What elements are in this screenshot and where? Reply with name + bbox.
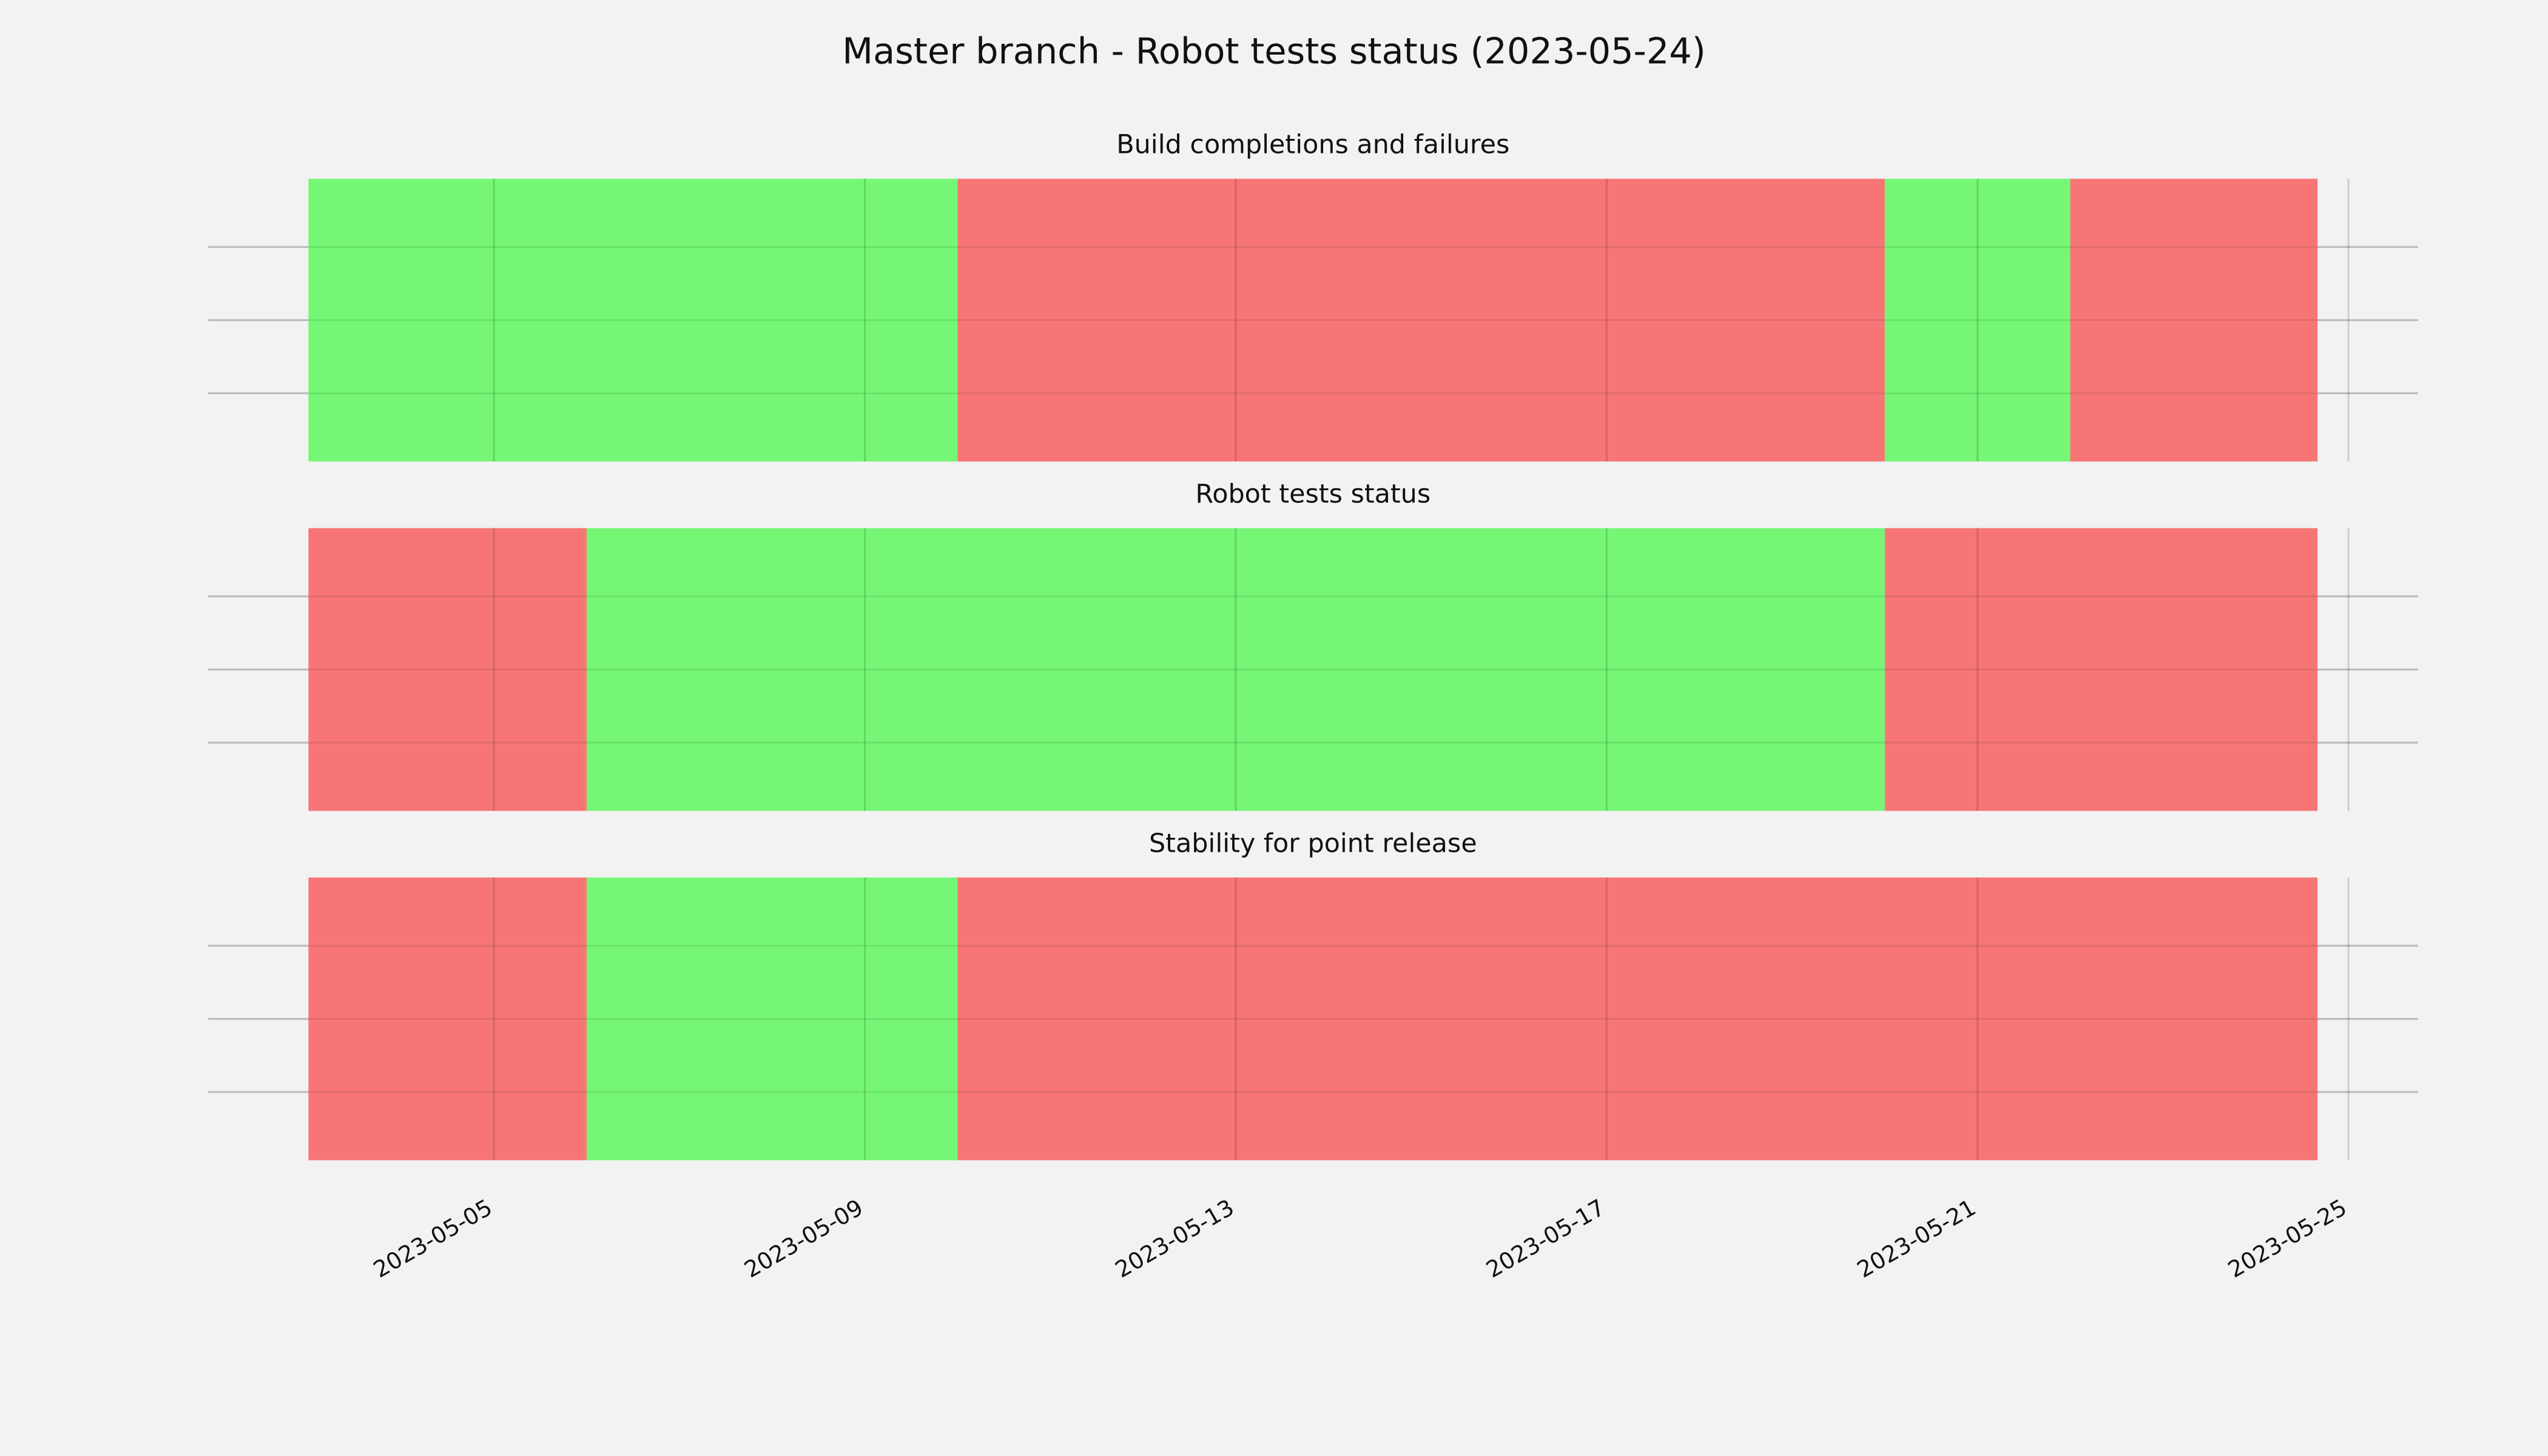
subplot-title: Robot tests status [1195,479,1431,509]
x-tick-label: 2023-05-25 [2223,1194,2351,1283]
status-segment [308,877,587,1161]
x-tick-label: 2023-05-13 [1111,1194,1239,1283]
status-segment [957,178,1885,462]
status-segment [308,178,958,462]
subplot-title: Stability for point release [1149,828,1477,858]
x-tick-label: 2023-05-21 [1852,1194,1980,1283]
x-tick-label: 2023-05-09 [740,1194,868,1283]
x-tick-label: 2023-05-05 [369,1194,497,1283]
status-segment [586,877,958,1161]
status-segment [2070,178,2318,462]
status-segment [1884,528,2318,811]
status-segment [1884,178,2071,462]
x-tick-label: 2023-05-17 [1481,1194,1609,1283]
status-segment [957,877,2318,1161]
chart-title: Master branch - Robot tests status (2023… [842,30,1705,72]
status-segment [586,528,1885,811]
status-segment [308,528,587,811]
subplot-title: Build completions and failures [1116,130,1509,160]
